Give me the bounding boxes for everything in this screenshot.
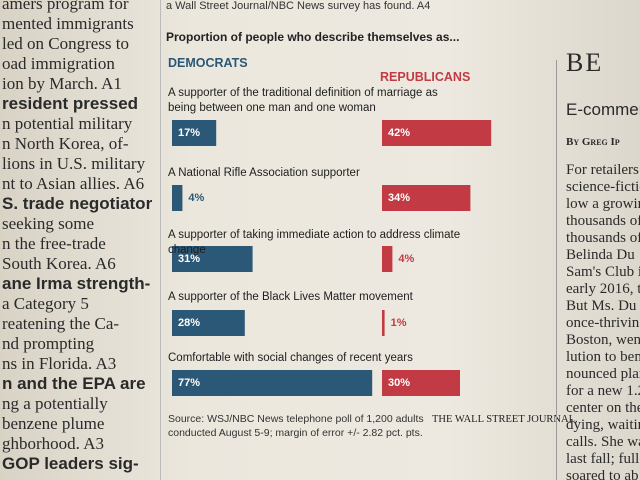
bar <box>382 310 385 336</box>
column-rule <box>556 60 557 480</box>
bar <box>382 185 471 211</box>
category-label: A supporter of taking immediate action t… <box>168 229 461 256</box>
value-label: 42% <box>388 127 410 139</box>
headline: E-commerce <box>566 100 640 119</box>
article-line: n potential military <box>2 114 133 133</box>
article-line: low a growing <box>566 196 640 212</box>
article-line: resident pressed <box>2 94 139 113</box>
value-label: 17% <box>178 127 200 139</box>
legend-entry: DEMOCRATS <box>168 56 248 70</box>
article-line: For retailers <box>566 162 639 178</box>
article-line: benzene plume <box>2 414 105 433</box>
byline: By Greg Ip <box>566 136 620 148</box>
article-line: lions in U.S. military <box>2 154 146 173</box>
legend-entry: REPUBLICANS <box>380 70 471 84</box>
bar <box>172 310 245 336</box>
article-line: Sam's Club in <box>566 264 640 280</box>
article-line: thousands of <box>566 230 640 246</box>
article-line: nd prompting <box>2 334 95 353</box>
value-label: 28% <box>178 317 200 329</box>
article-line: n the free-trade <box>2 234 106 253</box>
article-line: oad immigration <box>2 54 115 73</box>
article-line: ns in Florida. A3 <box>2 354 117 373</box>
article-line: ghborhood. A3 <box>2 434 104 453</box>
article-line: Boston, went <box>566 332 640 348</box>
article-line: Belinda Du <box>566 247 635 263</box>
article-line: early 2016, th <box>566 281 640 297</box>
article-line: a Category 5 <box>2 294 89 313</box>
bar <box>382 246 393 272</box>
value-label: 77% <box>178 377 200 389</box>
article-line: nounced plan <box>566 366 640 382</box>
article-line: led on Congress to <box>2 34 130 53</box>
article-line: thousands of <box>566 213 640 229</box>
article-line: reatening the Ca- <box>2 314 120 333</box>
article-line: GOP leaders sig- <box>2 454 139 473</box>
value-label: 1% <box>391 317 407 329</box>
category-label: A supporter of the Black Lives Matter mo… <box>168 291 413 303</box>
article-line: last fall; full- <box>566 451 640 467</box>
article-line: soared to ab <box>566 468 639 480</box>
article-line: n and the EPA are <box>2 374 146 393</box>
article-line: science-fiction <box>566 179 640 195</box>
article-line: seeking some <box>2 214 95 233</box>
category-label: Comfortable with social changes of recen… <box>168 352 413 364</box>
credit: THE WALL STREET JOURNAL. <box>432 414 578 425</box>
chart-title: Proportion of people who describe themse… <box>166 30 460 44</box>
masthead: BE <box>566 48 604 77</box>
article-line: South Korea. A6 <box>2 254 116 273</box>
bar <box>382 370 460 396</box>
category-label: A National Rifle Association supporter <box>168 167 360 179</box>
kicker: a Wall Street Journal/NBC News survey ha… <box>166 0 431 12</box>
article-line: nt to Asian allies. A6 <box>2 174 145 193</box>
bar <box>172 120 217 146</box>
value-label: 30% <box>388 377 410 389</box>
category-label: A supporter of the traditional definitio… <box>168 87 438 114</box>
article-line: ion by March. A1 <box>2 74 122 93</box>
value-label: 34% <box>388 192 410 204</box>
article-line: S. trade negotiator <box>2 194 153 213</box>
article-line: n North Korea, of- <box>2 134 129 153</box>
article-line: center on the <box>566 400 640 416</box>
source-note: Source: WSJ/NBC News telephone poll of 1… <box>168 413 424 439</box>
bar <box>172 370 373 396</box>
value-label: 4% <box>188 192 204 204</box>
article-line: But Ms. Du <box>566 298 637 314</box>
bar <box>172 185 183 211</box>
article-line: dying, waiting <box>566 417 640 433</box>
article-line: calls. She wa <box>566 434 640 450</box>
column-rule <box>160 0 161 480</box>
article-line: for a new 1.2 <box>566 383 640 399</box>
article-line: ane Irma strength- <box>2 274 151 293</box>
bar <box>172 246 253 272</box>
article-line: once-thriving <box>566 315 640 331</box>
value-label: 31% <box>178 253 200 265</box>
bar <box>382 120 492 146</box>
article-line: amers program for <box>2 0 129 13</box>
value-label: 4% <box>398 253 414 265</box>
article-line: mented immigrants <box>2 14 134 33</box>
article-line: lution to ben <box>566 349 640 365</box>
article-line: ng a potentially <box>2 394 108 413</box>
